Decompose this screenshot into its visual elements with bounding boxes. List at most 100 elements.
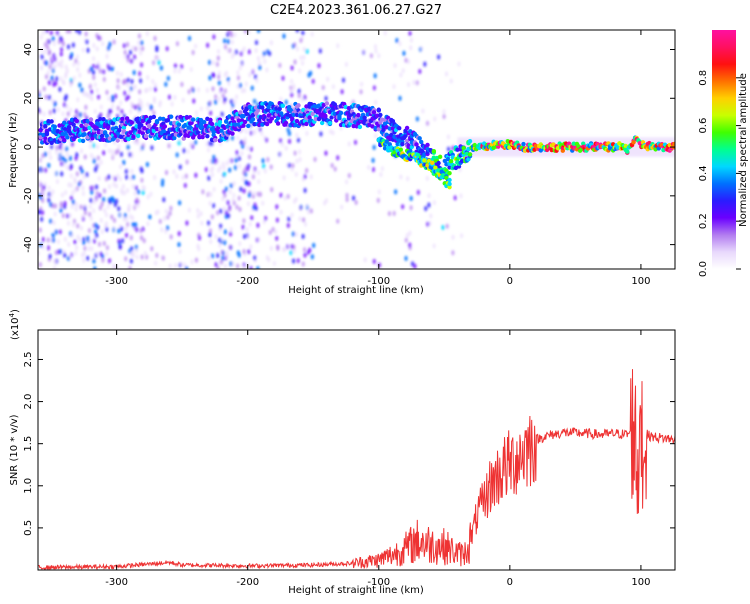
spectrogram-ridge-mark [201,120,207,125]
spectrogram-ridge-mark [154,127,160,132]
spectrogram-speckle [401,204,405,210]
spectrogram-speckle [113,201,117,208]
spectrogram-speckle [85,255,90,261]
spectrogram-ridge [38,100,675,190]
spectrogram-speckle [58,144,63,150]
spectrogram-speckle [124,232,129,238]
spectrogram-speckle [257,179,261,185]
spectrogram-speckle [235,204,239,210]
figure-title: C2E4.2023.361.06.27.G27 [270,3,442,18]
spectrogram-speckle [38,262,42,268]
spectrogram-ridge-mark [362,115,367,120]
spectrogram-speckle [98,68,102,74]
spectrogram-speckle [122,78,126,85]
spectrogram-speckle [103,207,107,214]
spectrogram-speckle [324,150,328,156]
spectrogram-speckle [246,166,250,172]
spectrogram-speckle [131,174,135,180]
spectrogram-speckle [217,74,221,80]
spectrogram-speckle [206,220,211,226]
spectrogram-speckle [415,116,419,122]
spectrogram-speckle [415,80,419,86]
spectrogram-speckle [53,265,57,269]
spectrogram-speckle [135,227,139,233]
spectrogram-speckle [49,144,54,150]
spectrogram-speckle [125,41,130,48]
spectrogram-speckle [290,212,294,218]
spectrogram-speckle [107,184,112,190]
spectrogram-speckle [179,261,183,267]
spectrogram-speckle [105,53,109,59]
spectrogram-speckle [228,167,232,173]
spectrogram-speckle [56,239,60,245]
spectrogram-speckle [239,51,243,57]
spectrogram-speckle [256,30,261,34]
spectrogram-speckle [305,48,309,55]
spectrogram-speckle [222,165,226,171]
colorbar-bar [712,30,736,269]
spectrogram-speckle [267,50,272,57]
spectrogram-speckle [76,97,80,103]
spectrogram-speckle [93,81,97,88]
spectrogram-speckle [187,207,191,213]
spectrogram-speckle [248,72,252,78]
spectrogram-speckle [383,30,387,36]
spectrogram-speckle [128,152,132,158]
spectrogram-speckle [437,54,441,60]
spectrogram-speckle [180,63,184,70]
spectrogram-speckle [52,108,56,114]
spectrogram-speckle [241,224,245,230]
spectrogram-ridge-mark [269,116,275,121]
spectrogram-speckle [282,175,286,181]
spectrogram-speckle [43,49,47,55]
spectrogram-speckle [92,158,96,164]
spectrogram-speckle [47,80,52,86]
spectrogram-speckle [220,249,224,255]
spectrogram-speckle [289,250,293,256]
spectrogram-speckle [216,210,220,216]
spectrogram-speckle [126,221,130,227]
spectrogram-speckle [145,161,150,168]
spectrogram-speckle [301,261,305,267]
spectrogram-speckle [303,173,307,180]
spectrogram-ridge-mark [157,116,163,121]
spectrogram-speckle [210,172,215,178]
spectrogram-ridge-mark [52,124,57,129]
spectrogram-ridge-mark [213,137,218,143]
spectrogram-ridge-mark [310,111,315,117]
spectrogram-speckle [336,218,340,224]
spectrogram-speckle [188,142,193,148]
spectrogram-speckle [270,186,274,193]
spectrogram-x-ticks: -300 -200 -100 0 100 [105,30,650,287]
spectrogram-speckle [261,200,265,206]
spectrogram-speckle [83,111,87,118]
spectrogram-ridge-mark [44,131,50,137]
spectrogram-speckle [164,169,169,176]
spectrogram-speckle [70,141,74,147]
spectrogram-speckle [84,104,88,110]
spectrogram-speckle [409,45,413,51]
spectrogram-speckle [229,98,233,105]
spectrogram-speckle [110,214,114,220]
spectrogram-speckle [272,260,277,267]
spectrogram-speckle [283,246,287,252]
spectrogram-speckle [44,167,48,173]
spectrogram-speckle [54,229,58,235]
spectrogram-speckle [129,109,133,115]
spectrogram-speckle [53,203,58,209]
spectrogram-speckle [158,102,162,108]
spectrogram-speckle [446,134,451,140]
spectrogram-ridge-mark [436,160,441,166]
spectrogram-ridge-mark [135,133,141,139]
spectrogram-ridge-mark [205,133,210,139]
spectrogram-speckle [46,38,50,45]
spectrogram-speckle [442,113,446,120]
spectrogram-speckle [129,258,134,264]
spectrogram-speckle [61,111,65,117]
spectrogram-speckle [49,218,53,224]
spectrogram-speckle [88,203,93,210]
spectrogram-speckle [146,221,150,227]
spectrogram-speckle [183,262,187,268]
spectrogram-ridge-mark [571,141,577,146]
